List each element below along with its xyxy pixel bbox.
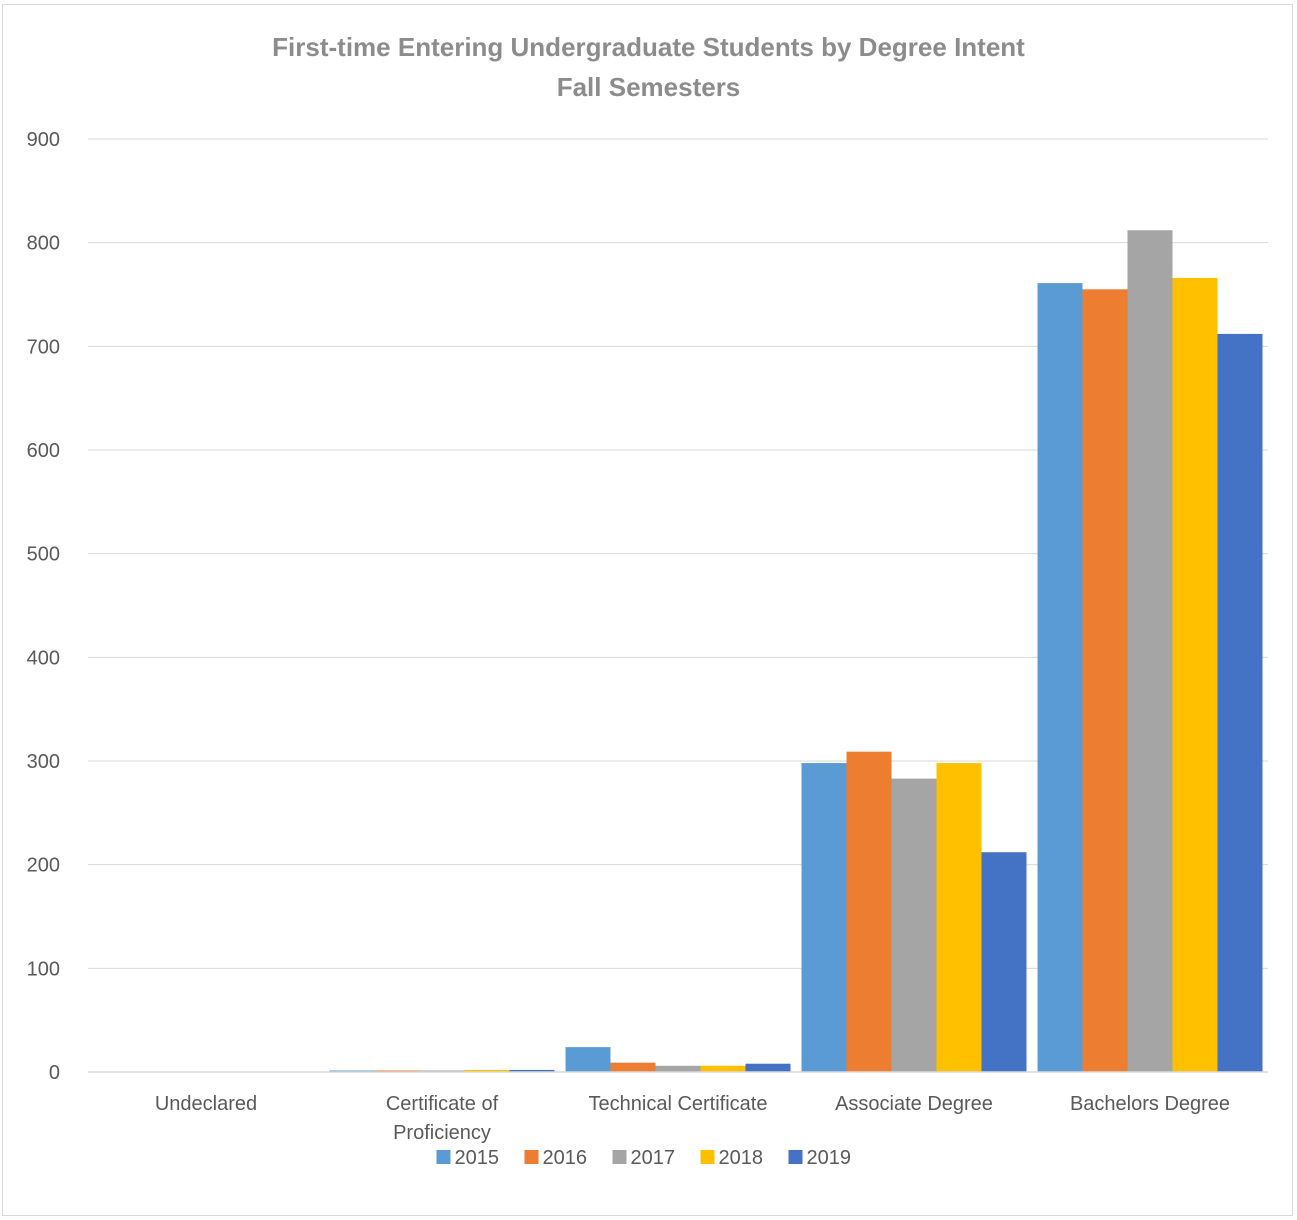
x-tick-label: Associate Degree xyxy=(835,1093,993,1115)
x-tick-label: Proficiency xyxy=(393,1122,491,1144)
bar xyxy=(801,763,847,1072)
bar xyxy=(891,778,937,1072)
legend-label: 2018 xyxy=(719,1147,764,1169)
bar xyxy=(1217,333,1263,1073)
bar xyxy=(1082,289,1128,1073)
bar xyxy=(745,1063,791,1072)
chart-title: First-time Entering Undergraduate Studen… xyxy=(272,32,1025,62)
legend-label: 2016 xyxy=(543,1147,588,1169)
y-tick-label: 100 xyxy=(27,958,60,980)
bar xyxy=(565,1047,611,1072)
bar xyxy=(700,1065,746,1072)
bar xyxy=(936,763,982,1072)
y-tick-label: 500 xyxy=(27,544,60,566)
y-tick-label: 700 xyxy=(27,336,60,358)
legend: 2015 2016 2017 2018 2019 xyxy=(436,1147,852,1169)
y-tick-label: 300 xyxy=(27,751,60,773)
x-tick-label: Technical Certificate xyxy=(589,1093,768,1115)
bar xyxy=(981,852,1027,1072)
x-tick-label: Undeclared xyxy=(155,1093,257,1115)
y-tick-label: 900 xyxy=(27,129,60,151)
bar xyxy=(610,1062,656,1072)
legend-swatch xyxy=(788,1150,803,1164)
y-tick-label: 800 xyxy=(27,233,60,255)
x-tick-label: Certificate of xyxy=(386,1093,499,1115)
legend-swatch xyxy=(524,1150,539,1164)
y-tick-label: 400 xyxy=(27,647,60,669)
legend-swatch xyxy=(700,1150,715,1164)
y-tick-label: 600 xyxy=(27,440,60,462)
legend-swatch xyxy=(612,1150,627,1164)
bar xyxy=(509,1069,555,1072)
legend-label: 2015 xyxy=(455,1147,500,1169)
bars xyxy=(329,230,1263,1073)
bar xyxy=(464,1069,510,1072)
legend-label: 2019 xyxy=(807,1147,852,1169)
legend-label: 2017 xyxy=(631,1147,676,1169)
axis: 0 100 200 300 400 500 600 700 800 900 Undeclared Ce… xyxy=(27,129,1268,1144)
y-tick-label: 0 xyxy=(49,1062,60,1084)
x-tick-label: Bachelors Degree xyxy=(1070,1093,1230,1115)
bar xyxy=(1037,283,1083,1072)
bar xyxy=(655,1065,701,1072)
legend-swatch xyxy=(436,1150,451,1164)
chart-subtitle: Fall Semesters xyxy=(556,72,741,102)
bar xyxy=(1172,277,1218,1072)
y-tick-label: 200 xyxy=(27,855,60,877)
bar xyxy=(846,751,892,1072)
bar xyxy=(1127,230,1173,1072)
